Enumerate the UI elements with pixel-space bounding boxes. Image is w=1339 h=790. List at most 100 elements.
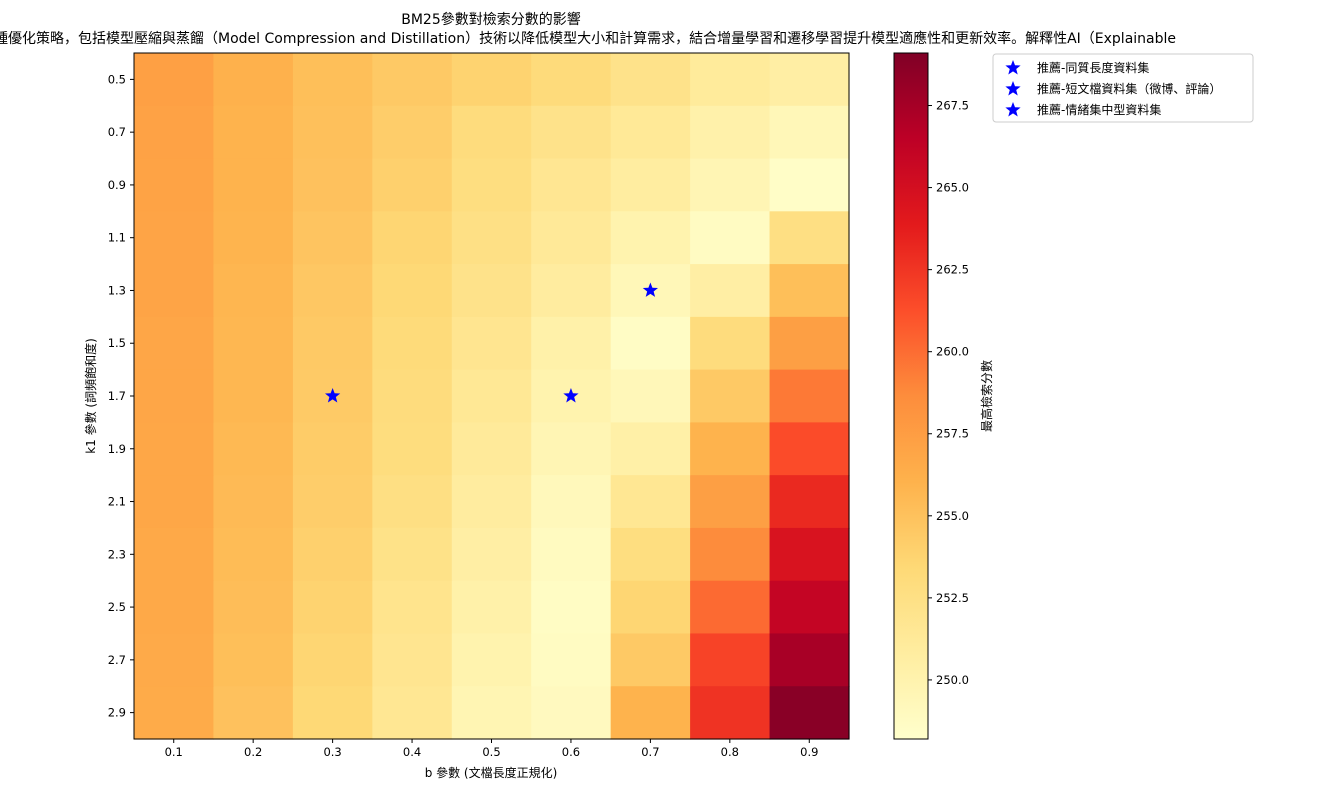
heatmap-cell-4-4 [451, 264, 532, 318]
heatmap-cell-3-3 [372, 211, 453, 265]
colorbar-gradient [893, 52, 929, 740]
heatmap-cell-0-2 [292, 53, 373, 107]
heatmap-cell-6-1 [213, 369, 294, 423]
x-tick-label: 0.4 [403, 745, 421, 759]
heatmap-cell-11-0 [134, 633, 215, 687]
colorbar-tick-label: 265.0 [936, 181, 969, 195]
heatmap-cell-7-6 [610, 422, 691, 476]
y-tick-label: 2.3 [108, 547, 126, 561]
heatmap-cell-1-4 [451, 105, 532, 160]
heatmap-cell-6-0 [134, 369, 215, 423]
heatmap-cell-3-2 [292, 211, 373, 265]
heatmap-cell-5-7 [690, 316, 771, 371]
y-tick-label: 1.5 [108, 336, 126, 350]
y-tick-label: 1.9 [108, 442, 126, 456]
heatmap-cell-3-0 [134, 211, 215, 265]
heatmap-cell-9-3 [372, 527, 453, 582]
x-tick-label: 0.5 [482, 745, 500, 759]
heatmap-cell-0-0 [134, 53, 215, 107]
heatmap-cell-12-2 [292, 686, 373, 740]
heatmap-cell-3-7 [690, 211, 771, 265]
y-axis-label: k1 參數 (詞頻飽和度) [83, 338, 98, 454]
markers [325, 282, 658, 403]
heatmap-cell-2-1 [213, 158, 294, 212]
heatmap-cell-10-1 [213, 580, 294, 635]
heatmap-cell-0-4 [451, 53, 532, 107]
heatmap-cell-3-1 [213, 211, 294, 265]
x-tick-label: 0.8 [721, 745, 739, 759]
heatmap-cell-8-3 [372, 475, 453, 529]
colorbar-tick-label: 255.0 [936, 509, 969, 523]
heatmap-cell-6-7 [690, 369, 771, 423]
heatmap-cell-3-5 [531, 211, 612, 265]
x-tick-label: 0.1 [165, 745, 183, 759]
y-tick-label: 0.5 [108, 72, 126, 86]
heatmap-cell-10-6 [610, 580, 691, 635]
x-axis: 0.1 0.2 0.3 0.4 0.5 0.6 0.7 0.8 0.9 [165, 739, 818, 759]
heatmap-cell-6-6 [610, 369, 691, 423]
heatmap-cell-2-6 [610, 158, 691, 212]
y-tick-label: 2.7 [108, 653, 126, 667]
heatmap-cell-6-4 [451, 369, 532, 423]
heatmap-cell-3-4 [451, 211, 532, 265]
heatmap-cell-2-7 [690, 158, 771, 212]
marker-star-0 [642, 282, 658, 297]
y-tick-label: 2.5 [108, 600, 126, 614]
y-tick-label: 2.1 [108, 495, 126, 509]
heatmap-cell-1-2 [292, 105, 373, 160]
heatmap-cell-10-0 [134, 580, 215, 635]
heatmap-cell-5-1 [213, 316, 294, 371]
heatmap-cell-9-1 [213, 527, 294, 582]
heatmap-cell-10-3 [372, 580, 453, 635]
colorbar-tick-label: 252.5 [936, 591, 969, 605]
heatmap-cell-9-2 [292, 527, 373, 582]
heatmap-cell-11-1 [213, 633, 294, 687]
heatmap-cell-0-8 [769, 53, 850, 107]
heatmap-cell-0-7 [690, 53, 771, 107]
x-axis-label: b 參數 (文檔長度正規化) [425, 765, 558, 780]
heatmap-cell-8-6 [610, 475, 691, 529]
heatmap-cell-9-4 [451, 527, 532, 582]
heatmap-cell-10-7 [690, 580, 771, 635]
heatmap-cell-7-3 [372, 422, 453, 476]
heatmap-cell-5-4 [451, 316, 532, 371]
chart-subtitle: 種優化策略，包括模型壓縮與蒸餾（Model Compression and Di… [0, 30, 1176, 47]
heatmap-cell-7-0 [134, 422, 215, 476]
heatmap-cell-0-3 [372, 53, 453, 107]
marker-star-2 [563, 388, 579, 403]
marker-star-1 [325, 388, 341, 403]
heatmap-cell-10-8 [769, 580, 850, 635]
heatmap-cell-11-4 [451, 633, 532, 687]
heatmap-cell-7-7 [690, 422, 771, 476]
y-tick-label: 0.9 [108, 178, 126, 192]
heatmap-cell-9-7 [690, 527, 771, 582]
heatmap-cell-1-5 [531, 105, 612, 160]
heatmap-cell-8-4 [451, 475, 532, 529]
heatmap-cell-5-6 [610, 316, 691, 371]
heatmap-cell-7-1 [213, 422, 294, 476]
heatmap-cell-10-5 [531, 580, 612, 635]
x-tick-label: 0.3 [323, 745, 341, 759]
x-tick-label: 0.6 [562, 745, 580, 759]
heatmap-cell-5-8 [769, 316, 850, 371]
heatmap-cell-1-7 [690, 105, 771, 160]
heatmap-cell-11-3 [372, 633, 453, 687]
heatmap-cell-1-0 [134, 105, 215, 160]
x-tick-label: 0.9 [800, 745, 818, 759]
legend-label-0: 推薦-同質長度資料集 [1037, 60, 1149, 75]
heatmap-cell-12-5 [531, 686, 612, 740]
heatmap-cell-10-2 [292, 580, 373, 635]
colorbar: 250.0 252.5 255.0 257.5 260.0 262.5 265.0 267.5 [893, 52, 969, 740]
heatmap-cell-8-1 [213, 475, 294, 529]
heatmap-cell-7-5 [531, 422, 612, 476]
heatmap-cell-8-7 [690, 475, 771, 529]
heatmap-cell-4-2 [292, 264, 373, 318]
colorbar-tick-label: 262.5 [936, 263, 969, 277]
heatmap-cell-7-4 [451, 422, 532, 476]
heatmap-cell-12-1 [213, 686, 294, 740]
colorbar-tick-label: 250.0 [936, 673, 969, 687]
y-tick-label: 1.1 [108, 231, 126, 245]
heatmap-cell-7-8 [769, 422, 850, 476]
heatmap [134, 53, 850, 740]
